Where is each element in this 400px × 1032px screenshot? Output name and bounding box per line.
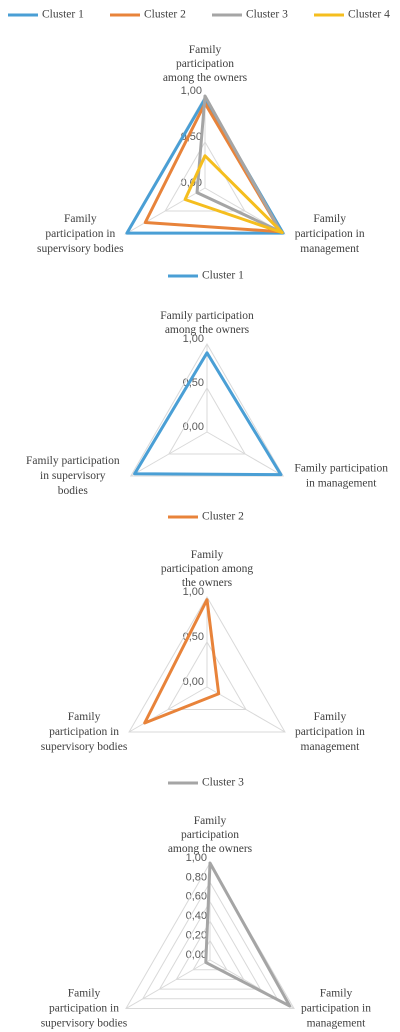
tick-label: 0,00 xyxy=(186,949,207,961)
grid-line xyxy=(167,641,247,710)
axis-label: Family participation in supervisory bodies xyxy=(37,213,124,255)
axis-label: Family participation in management xyxy=(295,213,365,255)
grid-line xyxy=(175,920,245,980)
tick-label: 0,00 xyxy=(183,676,204,688)
grid-line xyxy=(158,900,262,990)
axis-label: Family participation in management xyxy=(295,711,365,753)
legend-label: Cluster 3 xyxy=(246,9,288,21)
axis-label: Family participation in management xyxy=(294,462,388,489)
legend-label: Cluster 1 xyxy=(202,270,244,282)
grid-line xyxy=(168,387,246,455)
tick-label: 1,00 xyxy=(183,586,204,598)
axis-label: Family participation among the owners xyxy=(168,815,253,855)
series-line xyxy=(133,351,283,477)
legend-label: Cluster 2 xyxy=(202,511,244,523)
legend-label: Cluster 3 xyxy=(202,777,244,789)
axis-label: Family participation in supervisory bodies xyxy=(41,987,128,1029)
legend-label: Cluster 2 xyxy=(144,9,186,21)
axis-label: Family participation in supervisory bodies xyxy=(41,711,128,753)
grid-line xyxy=(192,939,228,971)
spoke xyxy=(206,431,284,477)
series-line xyxy=(143,101,283,234)
tick-label: 0,40 xyxy=(186,910,207,922)
spoke xyxy=(125,187,206,235)
spoke xyxy=(128,686,208,733)
spoke xyxy=(130,431,208,477)
series-line xyxy=(195,94,283,234)
tick-label: 0,80 xyxy=(186,871,207,883)
grid-line xyxy=(129,343,285,477)
tick-label: 0,00 xyxy=(183,421,204,433)
axis-label: Family participation in management xyxy=(301,987,371,1029)
legend-label: Cluster 4 xyxy=(348,9,390,21)
series-line xyxy=(204,861,292,1008)
axis-label: Family participation among the owners xyxy=(161,549,254,589)
tick-label: 1,00 xyxy=(181,85,202,97)
legend-label: Cluster 1 xyxy=(42,9,84,21)
axis-label: Family participation among the owners xyxy=(160,310,254,336)
spoke xyxy=(125,959,211,1009)
axis-label: Family participation among the owners xyxy=(163,44,248,84)
grid-line xyxy=(128,596,286,733)
series-line xyxy=(183,154,284,235)
tick-label: 1,00 xyxy=(186,852,207,864)
tick-label: 0,60 xyxy=(186,891,207,903)
series-line xyxy=(143,598,221,725)
tick-label: 1,00 xyxy=(183,333,204,345)
grid-line xyxy=(141,881,279,1000)
tick-label: 0,20 xyxy=(186,930,207,942)
axis-label: Family participation in supervisory bodies xyxy=(26,455,120,497)
